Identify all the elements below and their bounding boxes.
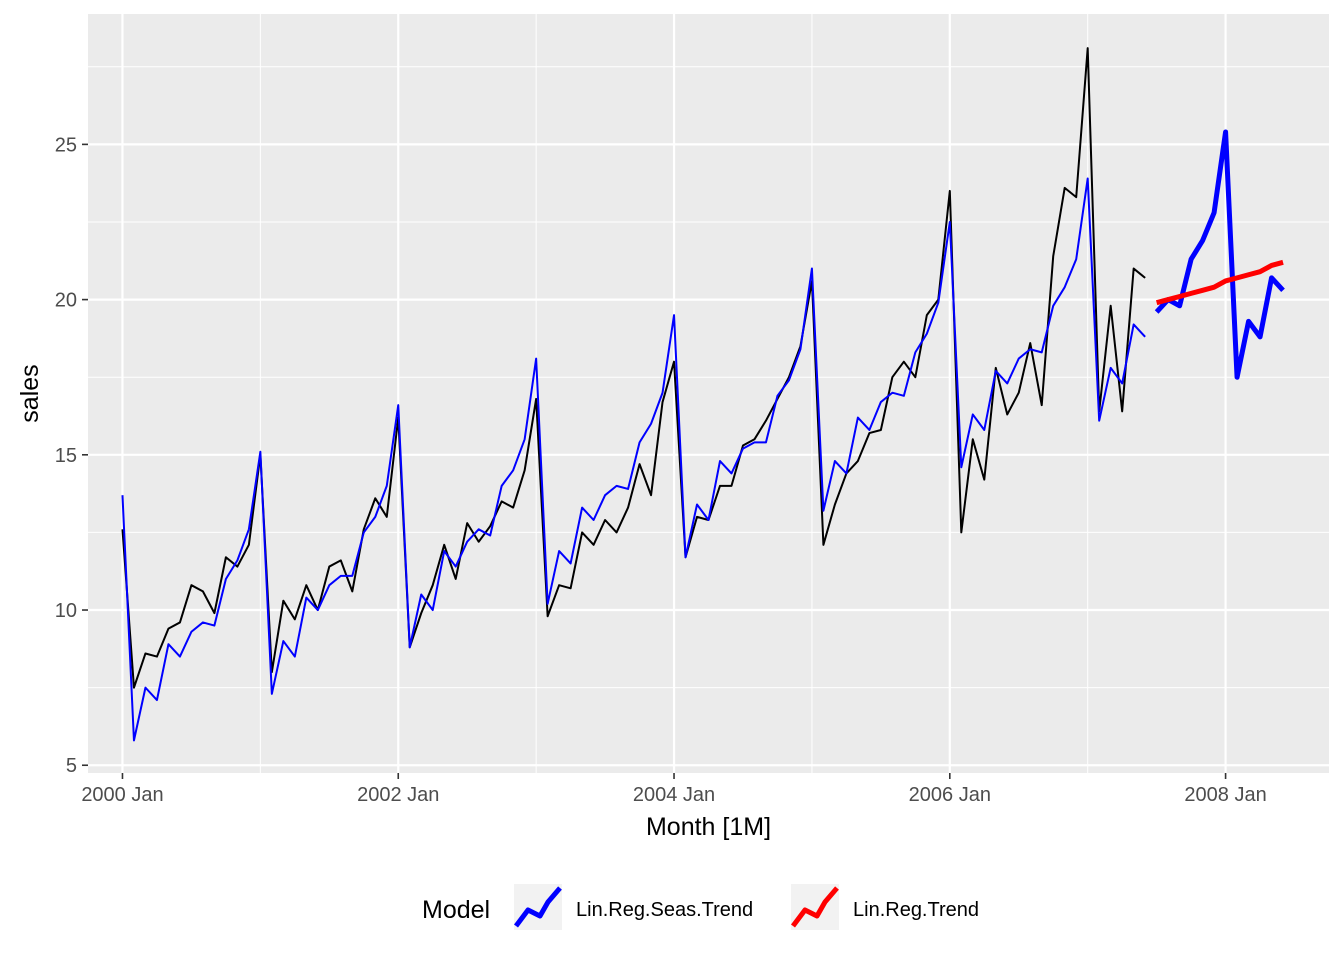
legend: Model Lin.Reg.Seas.Trend Lin.Reg.Trend	[422, 884, 979, 930]
y-tick-label: 10	[55, 600, 77, 622]
forecast-line-lin-reg-seas-trend	[1154, 129, 1285, 380]
actual-sales-line	[121, 47, 1146, 689]
x-tick-label: 2002 Jan	[357, 784, 439, 806]
x-tick-label: 2000 Jan	[81, 784, 163, 806]
y-tick-label: 25	[55, 134, 77, 156]
panel-background	[88, 14, 1329, 773]
y-tick-label: 5	[66, 755, 77, 777]
x-tick-label: 2004 Jan	[633, 784, 715, 806]
x-tick-label: 2008 Jan	[1184, 784, 1266, 806]
x-tick-label: 2006 Jan	[909, 784, 991, 806]
legend-label: Lin.Reg.Seas.Trend	[576, 899, 753, 921]
y-tick-label: 20	[55, 290, 77, 312]
legend-key-swatch	[514, 886, 562, 928]
series-layer	[121, 47, 1285, 742]
legend-label: Lin.Reg.Trend	[853, 899, 979, 921]
forecast-line-lin-reg-trend	[1155, 259, 1284, 306]
y-tick-label: 15	[55, 445, 77, 467]
x-axis-title: Month [1M]	[646, 813, 771, 841]
legend-key-swatch	[791, 886, 839, 928]
y-axis-title: sales	[16, 364, 44, 422]
major-gridlines	[88, 14, 1329, 773]
legend-title: Model	[422, 896, 490, 924]
fitted-values-line	[121, 177, 1146, 742]
minor-gridlines	[88, 14, 1329, 773]
axes: 2000 Jan 2002 Jan 2004 Jan 2006 Jan 2008 Jan…	[55, 134, 1267, 806]
